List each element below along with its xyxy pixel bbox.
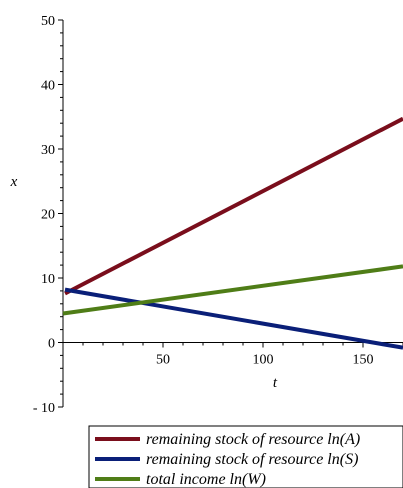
legend-label-2: remaining stock of resource ln(S) [146, 451, 358, 468]
series-line-1 [64, 116, 403, 296]
y-axis-title: x [10, 174, 18, 190]
series-line-3 [62, 264, 403, 316]
x-axis-title: t [273, 375, 278, 391]
y-tick-label: 50 [41, 14, 55, 29]
y-tick-label: 0 [48, 337, 55, 352]
y-tick-label: 10 [41, 272, 55, 287]
legend-label-3: total income ln(W) [146, 471, 266, 488]
x-tick-label: 50 [156, 353, 170, 368]
series-layer [62, 116, 403, 350]
legend-label-1: remaining stock of resource ln(A) [146, 431, 360, 448]
series-line-2 [64, 287, 403, 350]
y-tick-label: 20 [41, 208, 55, 223]
axes: - 10 0 10 20 30 40 50 50 100 150 t x [10, 14, 403, 416]
legend-box [88, 425, 403, 488]
legend: remaining stock of resource ln(A) remaini… [88, 425, 403, 488]
x-tick-label: 150 [353, 353, 374, 368]
y-tick-label: 30 [41, 143, 55, 158]
y-tick-label: - 10 [33, 401, 55, 416]
y-tick-label: 40 [41, 79, 55, 94]
x-tick-label: 100 [253, 353, 274, 368]
